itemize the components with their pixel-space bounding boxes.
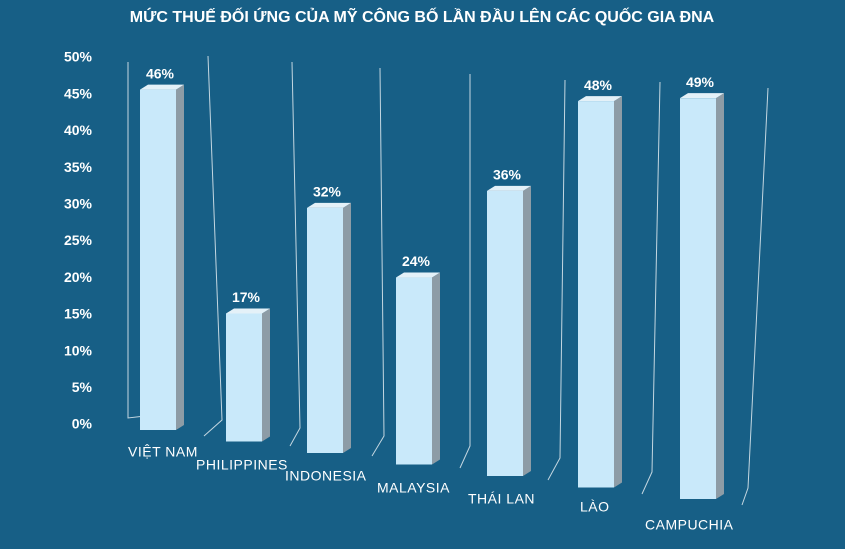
x-tick-label: THÁI LAN <box>468 491 535 507</box>
bar-top <box>307 202 351 208</box>
wall-line <box>459 74 471 469</box>
y-tick-label: 5% <box>72 379 93 395</box>
y-tick-label: 10% <box>64 342 93 358</box>
bar-side <box>614 96 622 488</box>
value-label: 32% <box>313 184 342 200</box>
bar-top <box>487 185 531 191</box>
wall-line <box>547 79 566 481</box>
x-tick-label: VIỆT NAM <box>128 444 198 460</box>
x-tick-label: LÀO <box>580 499 610 515</box>
value-label: 49% <box>686 74 715 90</box>
bar-top <box>680 93 724 99</box>
bar-side <box>432 272 440 465</box>
bar-top <box>396 272 440 278</box>
bar-top <box>140 84 184 90</box>
bar <box>578 101 614 488</box>
bar <box>487 190 523 476</box>
y-tick-label: 30% <box>64 196 93 212</box>
bar-side <box>523 185 531 476</box>
y-tick-label: 35% <box>64 159 93 175</box>
bar <box>140 89 176 430</box>
value-label: 48% <box>584 77 613 93</box>
y-tick-label: 20% <box>64 269 93 285</box>
value-label: 24% <box>402 253 431 269</box>
wall-line <box>289 61 301 447</box>
y-tick-label: 15% <box>64 306 93 322</box>
value-label: 46% <box>146 65 175 81</box>
perspective-grid <box>127 55 769 506</box>
x-tick-label: INDONESIA <box>285 468 367 484</box>
wall-line <box>371 67 385 457</box>
wall-line <box>741 87 769 506</box>
chart-title: MỨC THUẾ ĐỐI ỨNG CỦA MỸ CÔNG BỐ LẦN ĐẦU … <box>130 6 715 26</box>
y-tick-label: 40% <box>64 122 93 138</box>
y-tick-label: 45% <box>64 85 93 101</box>
bar <box>307 207 343 453</box>
bar-side <box>716 93 724 500</box>
bar-side <box>176 84 184 430</box>
wall-line <box>127 62 146 419</box>
x-tick-label: MALAYSIA <box>377 480 450 496</box>
bar-side <box>262 308 270 442</box>
y-tick-label: 50% <box>64 49 93 65</box>
x-tick-label: CAMPUCHIA <box>645 517 734 533</box>
bar <box>680 98 716 500</box>
bar <box>396 277 432 465</box>
bar-side <box>343 202 351 453</box>
wall-line <box>641 81 661 495</box>
wall-line <box>203 55 223 437</box>
bar <box>226 313 262 442</box>
x-tick-label: PHILIPPINES <box>196 457 288 473</box>
y-tick-label: 0% <box>72 416 93 432</box>
bar-top <box>578 96 622 102</box>
y-tick-label: 25% <box>64 232 93 248</box>
value-label: 17% <box>232 289 261 305</box>
value-label: 36% <box>493 167 522 183</box>
bar-top <box>226 308 270 314</box>
